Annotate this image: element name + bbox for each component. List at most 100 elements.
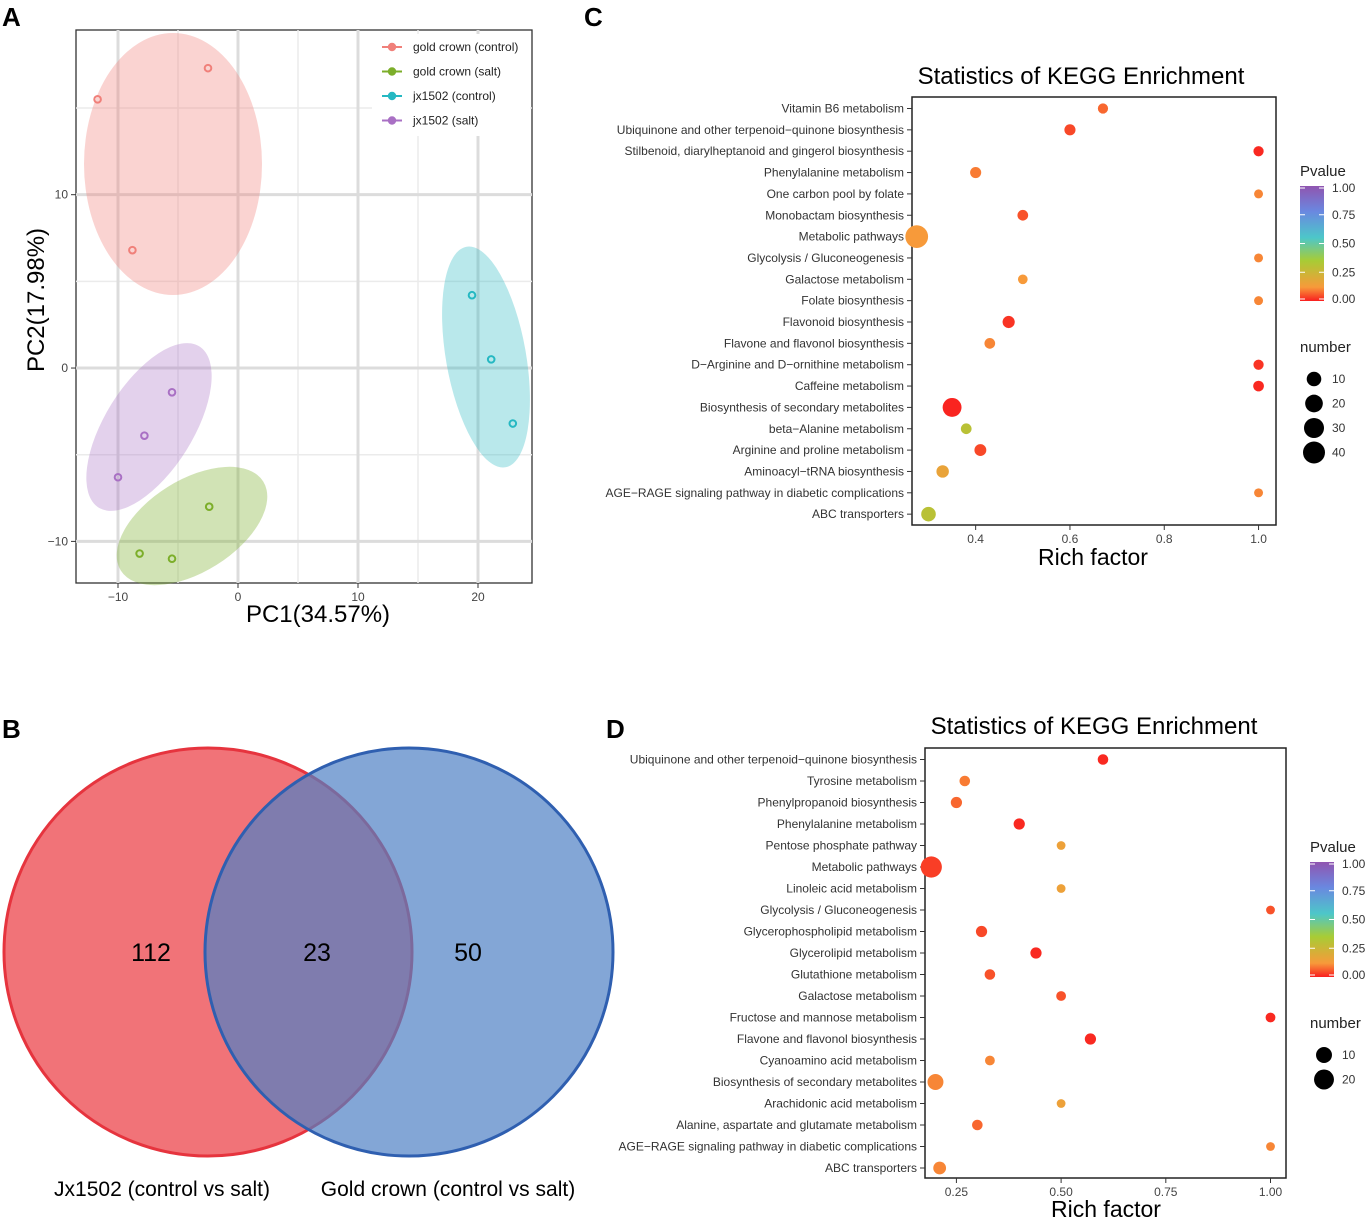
kegg-enrichment-plot-c: Statistics of KEGG Enrichment Vitamin B6… bbox=[606, 63, 1356, 570]
category-label: AGE−RAGE signaling pathway in diabetic c… bbox=[619, 1140, 918, 1154]
panel-label-b: B bbox=[2, 714, 21, 744]
size-legend-dot bbox=[1303, 441, 1325, 464]
enrichment-point bbox=[1017, 274, 1028, 285]
enrichment-point bbox=[1266, 1142, 1275, 1151]
pca-points bbox=[93, 63, 518, 564]
enrichment-point bbox=[1253, 380, 1264, 392]
kegg-c-x-ticks: 0.4 0.6 0.8 1.0 bbox=[967, 525, 1267, 546]
enrichment-point bbox=[921, 506, 936, 522]
enrichment-point bbox=[942, 397, 962, 417]
category-label: Flavonoid biosynthesis bbox=[783, 315, 904, 329]
category-label: beta−Alanine metabolism bbox=[769, 422, 904, 436]
category-label: Ubiquinone and other terpenoid−quinone b… bbox=[617, 123, 904, 137]
kegg-c-categories: Vitamin B6 metabolism Ubiquinone and othe… bbox=[606, 102, 912, 521]
kegg-d-title: Statistics of KEGG Enrichment bbox=[931, 713, 1258, 740]
x-tick-label: 0 bbox=[235, 590, 242, 604]
kegg-c-x-axis-label: Rich factor bbox=[1038, 544, 1148, 570]
venn-diagram: 112 23 50 Jx1502 (control vs salt) Gold … bbox=[2, 746, 615, 1201]
enrichment-point bbox=[1266, 905, 1275, 915]
category-label: Metabolic pathways bbox=[812, 860, 917, 874]
enrichment-point bbox=[972, 1119, 983, 1131]
size-legend-dot bbox=[1306, 371, 1322, 387]
category-label: Vitamin B6 metabolism bbox=[782, 102, 905, 116]
kegg-d-plot-area bbox=[924, 747, 1287, 1179]
category-label: Folate biosynthesis bbox=[801, 294, 904, 308]
category-label: Cyanoamino acid metabolism bbox=[760, 1054, 917, 1068]
category-label: Glutathione metabolism bbox=[791, 968, 917, 982]
enrichment-point bbox=[1254, 253, 1264, 263]
category-label: Biosynthesis of secondary metabolites bbox=[700, 400, 904, 414]
pvalue-legend-title: Pvalue bbox=[1310, 839, 1356, 856]
enrichment-point bbox=[1056, 1099, 1066, 1108]
pca-legend-box bbox=[372, 34, 530, 136]
enrichment-point bbox=[920, 856, 942, 878]
enrichment-point bbox=[1017, 209, 1029, 221]
pca-point bbox=[135, 549, 144, 558]
category-label: One carbon pool by folate bbox=[767, 187, 905, 201]
y-tick-label: 0 bbox=[61, 361, 68, 375]
legend-swatch-dot bbox=[387, 42, 397, 52]
kegg-c-points bbox=[905, 103, 1264, 522]
legend-label: jx1502 (salt) bbox=[412, 114, 478, 128]
category-label: Tyrosine metabolism bbox=[807, 774, 917, 788]
pca-point bbox=[204, 502, 214, 512]
enrichment-point bbox=[936, 465, 949, 478]
legend-label: jx1502 (control) bbox=[412, 89, 496, 103]
category-label: Biosynthesis of secondary metabolites bbox=[713, 1075, 917, 1089]
category-label: Metabolic pathways bbox=[799, 230, 904, 244]
pca-point bbox=[113, 472, 123, 482]
category-label: Glycerophospholipid metabolism bbox=[744, 925, 917, 939]
colorbar-label: 0.25 bbox=[1332, 265, 1356, 279]
enrichment-point bbox=[960, 423, 972, 435]
enrichment-point bbox=[1056, 991, 1067, 1001]
enrichment-point bbox=[974, 444, 987, 457]
category-label: Pentose phosphate pathway bbox=[766, 839, 917, 853]
category-label: Monobactam biosynthesis bbox=[765, 208, 904, 222]
size-legend-dot bbox=[1303, 417, 1325, 439]
enrichment-point bbox=[975, 925, 988, 938]
x-tick-label: 0.25 bbox=[945, 1185, 969, 1199]
category-label: ABC transporters bbox=[825, 1161, 917, 1175]
pca-legend: gold crown (control) gold crown (salt) jx1… bbox=[372, 34, 530, 136]
kegg-d-points bbox=[920, 754, 1276, 1175]
category-label: Ubiquinone and other terpenoid−quinone b… bbox=[630, 753, 917, 767]
number-legend-title: number bbox=[1310, 1015, 1361, 1032]
enrichment-point bbox=[1254, 189, 1264, 199]
enrichment-point bbox=[1064, 124, 1076, 136]
category-label: Galactose metabolism bbox=[785, 272, 904, 286]
ellipse-jx1502-salt bbox=[86, 343, 212, 511]
enrichment-point bbox=[970, 166, 982, 179]
pca-point bbox=[467, 290, 477, 300]
colorbar-label: 0.50 bbox=[1332, 237, 1356, 251]
venn-count-intersection: 23 bbox=[303, 939, 331, 967]
x-tick-label: 20 bbox=[471, 590, 485, 604]
category-label: Glycolysis / Gluconeogenesis bbox=[760, 903, 917, 917]
colorbar-label: 0.75 bbox=[1332, 208, 1356, 222]
pca-point bbox=[128, 245, 137, 255]
pvalue-legend-title: Pvalue bbox=[1300, 163, 1346, 180]
x-tick-label: 1.00 bbox=[1259, 1185, 1283, 1199]
venn-count-jx1502-only: 112 bbox=[131, 939, 171, 967]
enrichment-point bbox=[984, 337, 996, 349]
legend-label: gold crown (salt) bbox=[413, 65, 501, 79]
venn-circle-gold-crown bbox=[203, 746, 615, 1158]
venn-set-label-jx1502: Jx1502 (control vs salt) bbox=[54, 1178, 270, 1201]
pca-point bbox=[486, 355, 496, 364]
size-legend-dot bbox=[1314, 1069, 1334, 1090]
enrichment-point bbox=[933, 1161, 947, 1175]
number-legend-title: number bbox=[1300, 339, 1351, 356]
y-tick-label: 10 bbox=[55, 188, 69, 202]
enrichment-point bbox=[959, 775, 971, 787]
panel-label-a: A bbox=[2, 2, 21, 32]
enrichment-point bbox=[1253, 146, 1264, 157]
legend-swatch-dot bbox=[387, 67, 397, 76]
size-legend-dot bbox=[1316, 1047, 1332, 1063]
enrichment-point bbox=[1265, 1012, 1276, 1023]
pca-point bbox=[140, 431, 149, 440]
enrichment-point bbox=[1097, 103, 1109, 114]
category-label: Fructose and mannose metabolism bbox=[730, 1011, 917, 1025]
colorbar-label: 0.50 bbox=[1342, 913, 1366, 927]
pca-y-axis-label: PC2(17.98%) bbox=[23, 228, 50, 372]
